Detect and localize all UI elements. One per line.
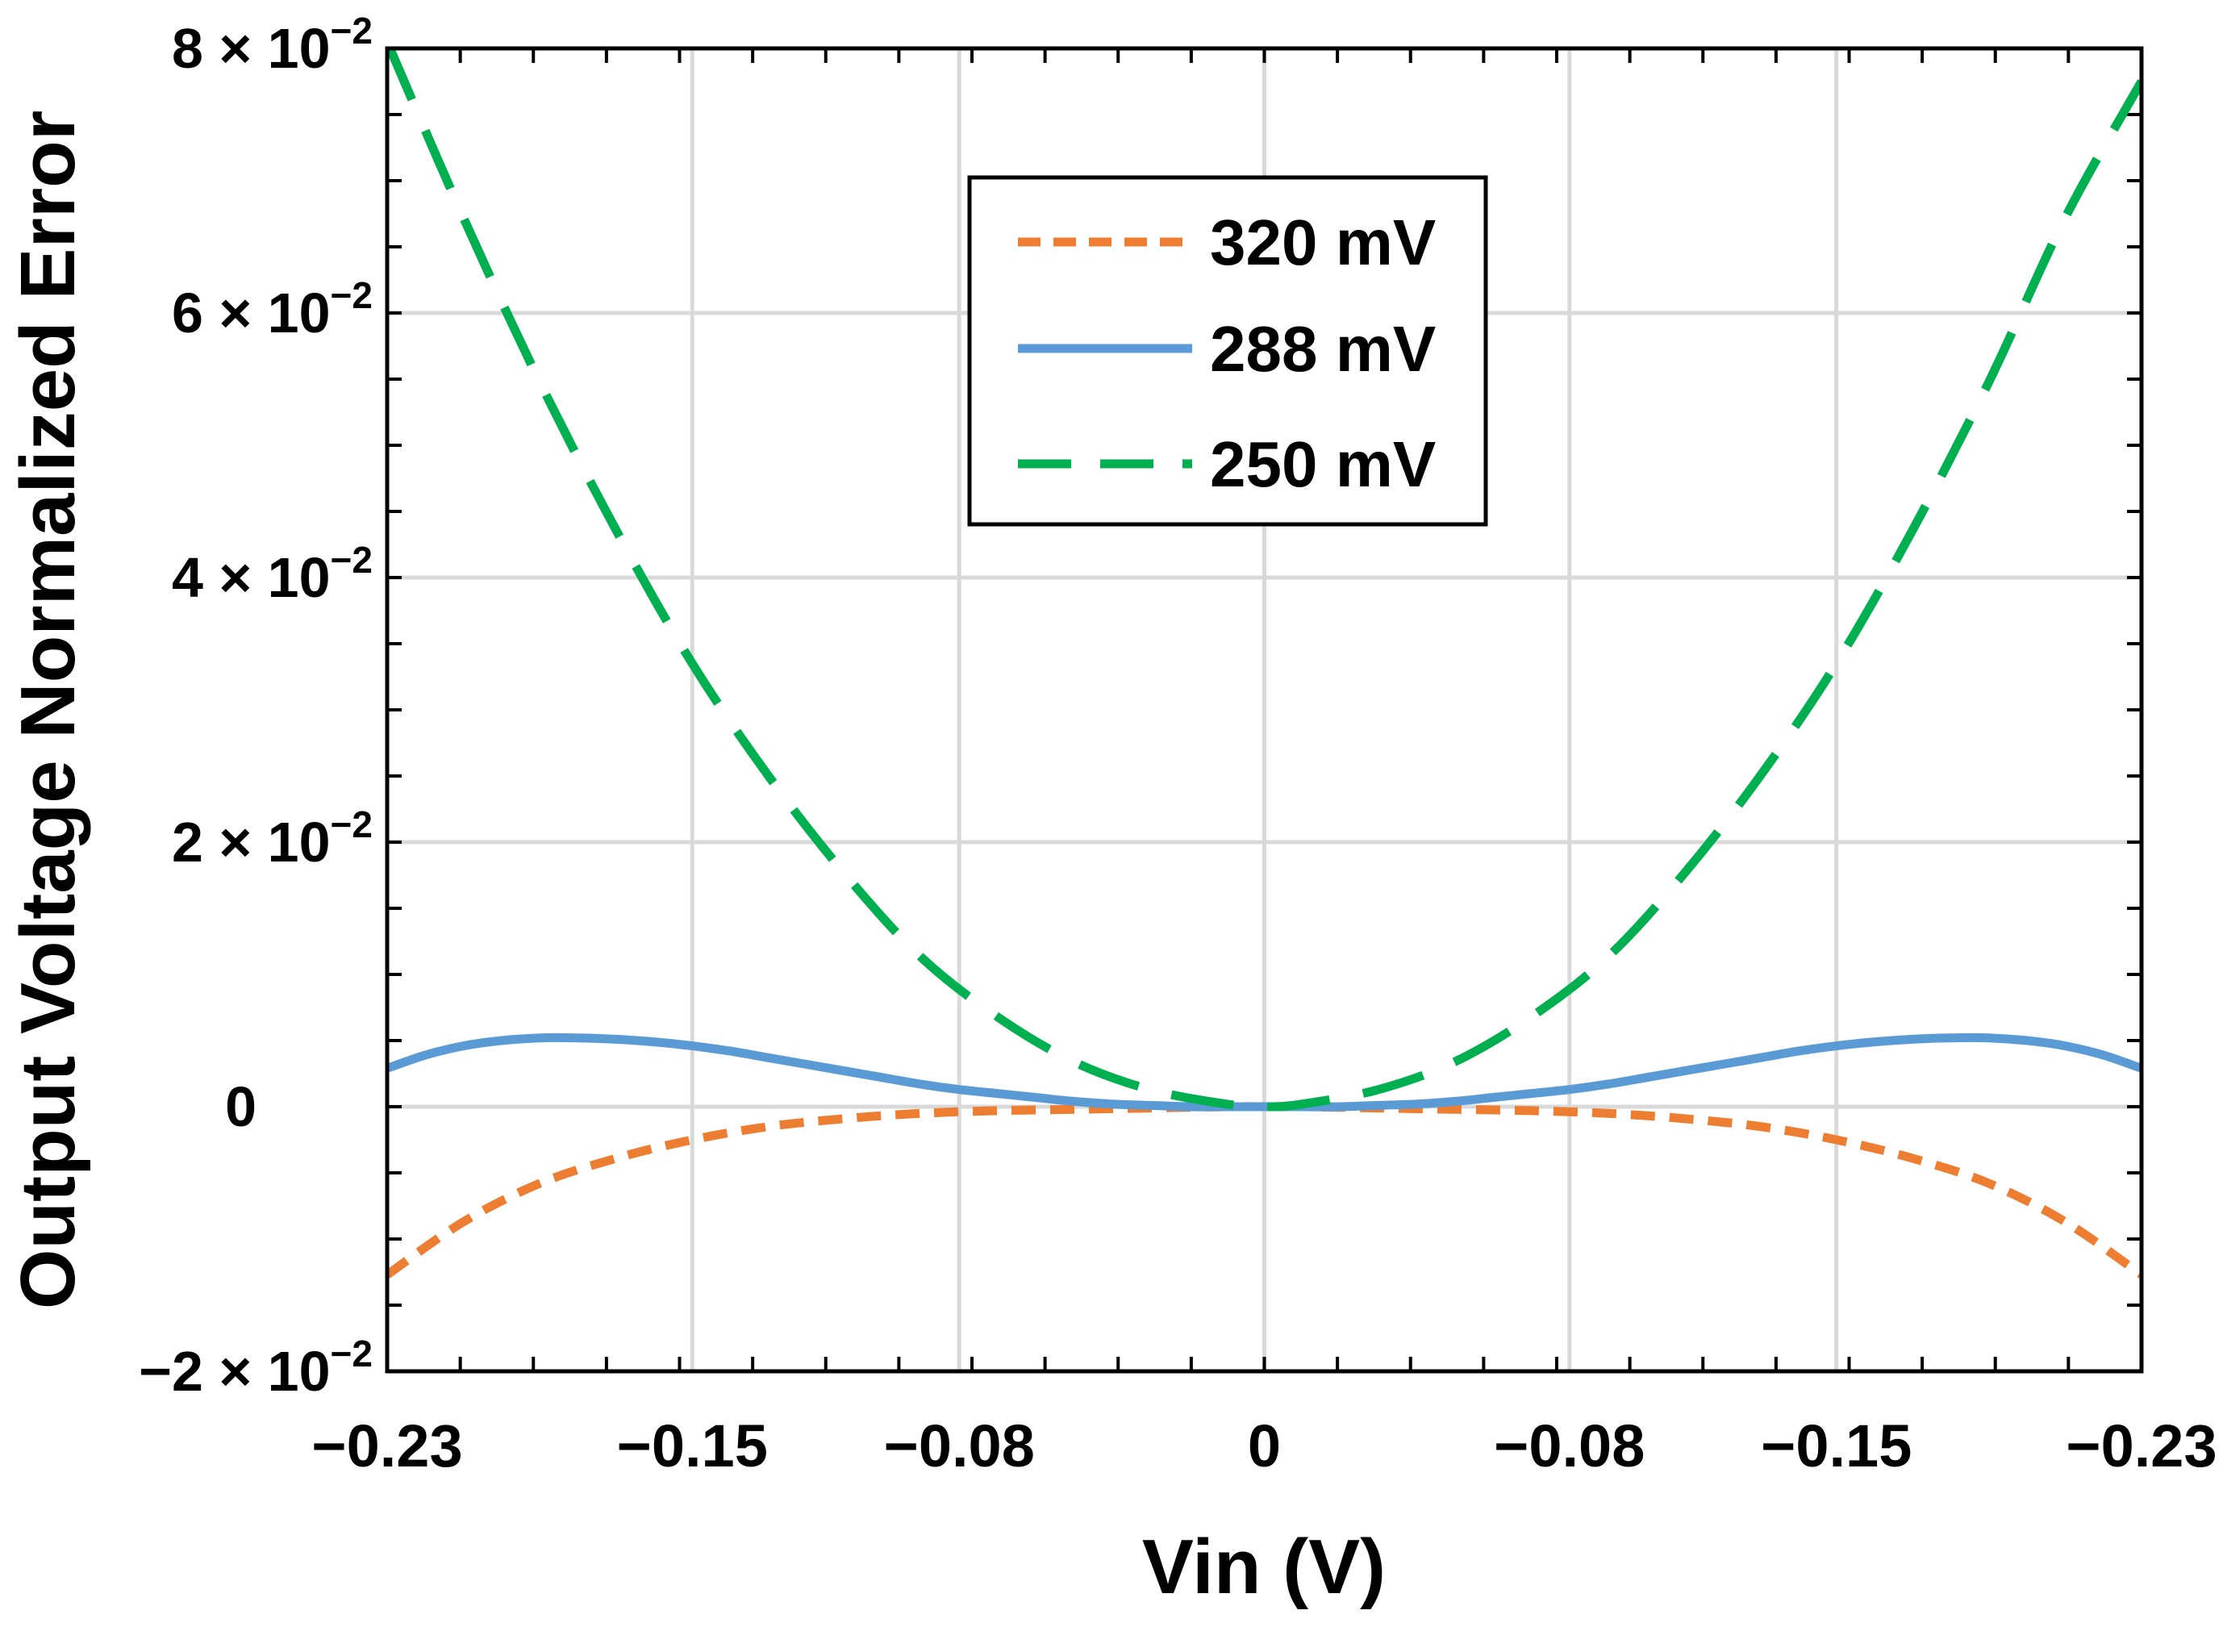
- y-tick-label-4: 0: [225, 1075, 256, 1138]
- x-tick-label-1: −0.15: [617, 1412, 768, 1479]
- x-tick-label-3: 0: [1248, 1412, 1281, 1479]
- series-line-1: [387, 1032, 2142, 1112]
- y-axis-title: Output Voltage Normalized Error: [5, 111, 91, 1309]
- x-tick-label-6: −0.23: [2066, 1412, 2217, 1479]
- y-tick-label-3: 2 × 10−2: [172, 803, 373, 874]
- x-tick-label-2: −0.08: [884, 1412, 1035, 1479]
- y-tick-label-0: 8 × 10−2: [172, 10, 373, 80]
- legend: 320 mV 288 mV 250 mV: [967, 175, 1488, 527]
- legend-label-0: 320 mV: [1210, 206, 1436, 278]
- x-axis-title: Vin (V): [1142, 1524, 1386, 1610]
- y-tick-labels: 8 × 10−2 6 × 10−2 4 × 10−2 2 × 10−2 0 −2 × 10…: [139, 10, 373, 1403]
- minor-ticks: [387, 48, 2142, 1371]
- series-layer: [387, 48, 2142, 1279]
- x-tick-label-0: −0.23: [311, 1412, 462, 1479]
- y-tick-label-2: 4 × 10−2: [172, 539, 373, 609]
- plot-frame: [385, 46, 2144, 1374]
- y-tick-label-5: −2 × 10−2: [139, 1333, 373, 1403]
- x-tick-label-4: −0.08: [1494, 1412, 1645, 1479]
- x-tick-labels: −0.23 −0.15 −0.08 0 −0.08 −0.15 −0.23: [311, 1412, 2217, 1479]
- series-line-2: [387, 48, 2142, 1112]
- y-tick-label-1: 6 × 10−2: [172, 274, 373, 344]
- legend-label-2: 250 mV: [1210, 428, 1436, 500]
- legend-label-1: 288 mV: [1210, 313, 1436, 385]
- x-tick-label-5: −0.15: [1761, 1412, 1912, 1479]
